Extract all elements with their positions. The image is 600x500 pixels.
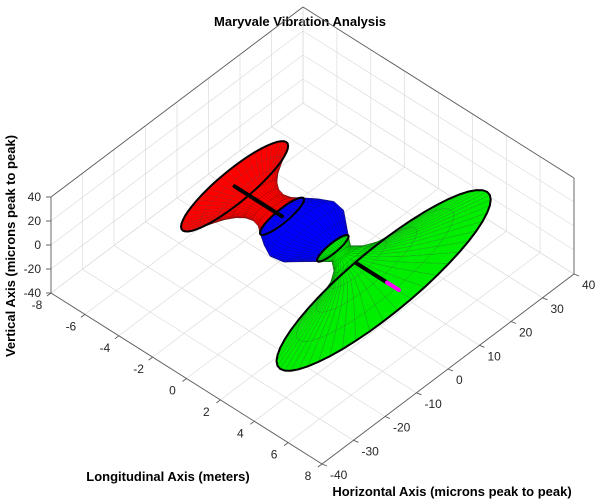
y-tick-label: 30 bbox=[551, 302, 565, 316]
z-tick-labels: -40 -20 0 20 40 bbox=[24, 190, 51, 300]
x-tick-mark bbox=[114, 335, 120, 340]
x-tick-mark bbox=[182, 378, 187, 382]
x-axis-label: Longitudinal Axis (meters) bbox=[86, 469, 249, 484]
y-tick-mark bbox=[416, 392, 422, 396]
x-tick-label: -8 bbox=[32, 298, 43, 312]
x-tick-label: 4 bbox=[237, 426, 244, 440]
y-tick-label: -30 bbox=[362, 444, 380, 458]
z-tick-label: -20 bbox=[24, 262, 42, 276]
x-tick-mark bbox=[216, 399, 221, 404]
y-tick-mark bbox=[353, 439, 359, 443]
grid-layer bbox=[50, 6, 575, 465]
rotor-line-0 bbox=[232, 184, 284, 219]
x-tick-label: 2 bbox=[203, 405, 210, 419]
x-tick-label: -2 bbox=[133, 362, 144, 376]
y-tick-mark bbox=[573, 273, 580, 277]
y-tick-labels: -40 -30 -20 -10 0 10 20 30 40 bbox=[321, 273, 596, 482]
chart-title: Maryvale Vibration Analysis bbox=[214, 14, 386, 29]
x-tick-label: -4 bbox=[99, 341, 110, 355]
floor-gridline-y bbox=[239, 150, 512, 322]
x-tick-mark bbox=[317, 463, 323, 468]
surface-layer bbox=[179, 140, 492, 372]
floor-gridline-y bbox=[145, 221, 417, 394]
surface-rim bbox=[275, 189, 492, 372]
y-tick-label: 20 bbox=[519, 326, 533, 340]
z-tick-label: 20 bbox=[28, 214, 42, 228]
y-tick-mark bbox=[321, 463, 328, 467]
x-tick-mark bbox=[283, 442, 289, 446]
wall-gridline-z2 bbox=[302, 30, 575, 203]
floor-gridline-y bbox=[176, 197, 449, 370]
axes-box-edge bbox=[50, 6, 304, 198]
z-tick-label: 40 bbox=[28, 190, 42, 204]
y-tick-label: -10 bbox=[425, 397, 443, 411]
y-tick-label: 10 bbox=[488, 349, 502, 363]
surface-rim bbox=[258, 196, 306, 236]
floor-gridline-y bbox=[271, 126, 543, 299]
x-tick-mark bbox=[80, 314, 86, 318]
y-tick-label: 40 bbox=[582, 278, 596, 292]
wall-gridline-z bbox=[50, 102, 304, 294]
z-axis-label: Vertical Axis (microns peak to peak) bbox=[3, 135, 18, 357]
y-axis-label: Horizontal Axis (microns peak to peak) bbox=[332, 484, 571, 499]
floor-gridline-y bbox=[113, 245, 386, 417]
y-tick-mark bbox=[510, 321, 517, 324]
surface-segment-2 bbox=[275, 189, 492, 372]
x-tick-labels: -8 -6 -4 -2 0 2 4 6 8 bbox=[32, 292, 323, 483]
y-tick-label: -20 bbox=[393, 421, 411, 435]
wall-gridline-z2 bbox=[302, 102, 575, 275]
x-tick-label: 0 bbox=[169, 384, 176, 398]
z-tick-label: 0 bbox=[34, 238, 41, 252]
x-tick-label: -6 bbox=[66, 319, 77, 333]
z-tick-label: -40 bbox=[24, 286, 42, 300]
y-tick-label: -40 bbox=[330, 468, 348, 482]
wall-gridline-z bbox=[50, 78, 304, 270]
x-tick-mark bbox=[148, 356, 153, 361]
rotor-layer bbox=[232, 184, 401, 292]
y-tick-mark bbox=[479, 344, 485, 348]
wall-gridline-z2 bbox=[302, 54, 575, 227]
rotor-line-2 bbox=[385, 280, 401, 292]
axes-box-edge bbox=[302, 6, 575, 179]
wall-gridline-z2 bbox=[302, 78, 575, 251]
wall-gridline-z bbox=[50, 30, 304, 222]
surface-rim bbox=[316, 233, 350, 263]
y-tick-mark bbox=[384, 416, 391, 419]
floor-gridline-y bbox=[82, 269, 354, 441]
surface-rim bbox=[179, 140, 290, 233]
y-tick-mark bbox=[447, 368, 454, 372]
rotor-line-1 bbox=[354, 261, 389, 285]
x-tick-label: 8 bbox=[305, 469, 312, 483]
x-tick-mark bbox=[46, 292, 52, 297]
y-tick-label: 0 bbox=[456, 373, 463, 387]
y-tick-mark bbox=[542, 297, 548, 301]
wall-gridline-z bbox=[50, 54, 304, 246]
x-tick-mark bbox=[250, 420, 255, 425]
x-tick-label: 6 bbox=[271, 448, 278, 462]
